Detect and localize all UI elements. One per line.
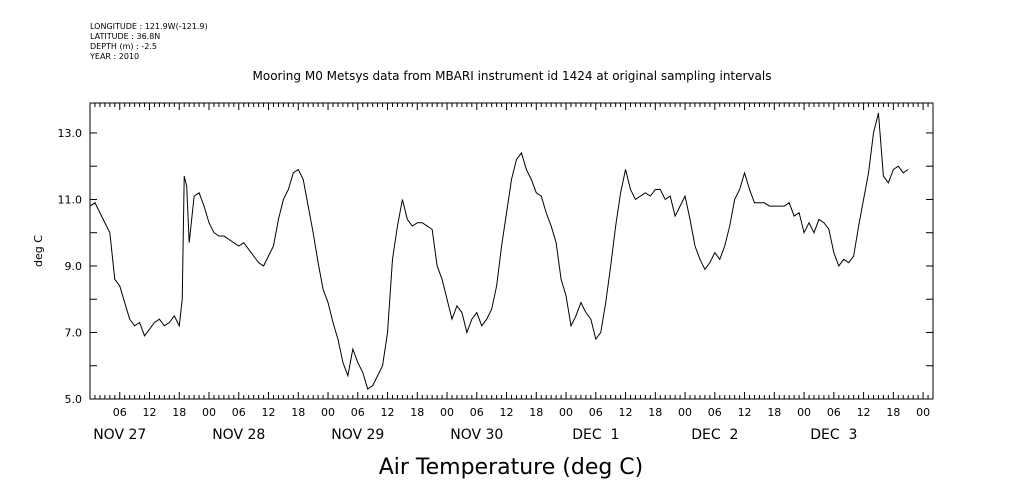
year-label: YEAR : 2010 xyxy=(90,52,140,61)
x-tick-label: 18 xyxy=(886,406,900,419)
x-tick-label: 18 xyxy=(767,406,781,419)
x-tick-label: 12 xyxy=(381,406,395,419)
y-axis-label: deg C xyxy=(32,235,45,267)
x-tick-label: 00 xyxy=(440,406,454,419)
x-tick-label: 12 xyxy=(857,406,871,419)
latitude-label: LATITUDE : 36.8N xyxy=(90,32,161,41)
x-axis-label: Air Temperature (deg C) xyxy=(379,455,644,480)
x-tick-label: 06 xyxy=(470,406,484,419)
y-tick-label: 9.0 xyxy=(65,260,83,273)
day-labels: NOV 27 NOV 28 NOV 29 NOV 30 DEC 1 DEC 2 DEC 3 xyxy=(93,427,857,443)
x-tick-label: 00 xyxy=(916,406,930,419)
y-tick-label: 11.0 xyxy=(58,193,83,206)
x-tick-label: 06 xyxy=(351,406,365,419)
y-tick-label: 5.0 xyxy=(65,393,83,406)
day-label: NOV 28 xyxy=(212,427,265,443)
x-tick-label: 12 xyxy=(619,406,633,419)
x-tick-label: 18 xyxy=(648,406,662,419)
axis-ticks xyxy=(89,103,934,400)
day-label: DEC 2 xyxy=(691,427,738,443)
longitude-label: LONGITUDE : 121.9W(-121.9) xyxy=(90,22,208,31)
x-tick-label: 06 xyxy=(708,406,722,419)
series-line xyxy=(89,112,909,390)
day-label: DEC 1 xyxy=(572,427,619,443)
plot-frame xyxy=(89,102,934,400)
x-tick-label: 00 xyxy=(678,406,692,419)
y-tick-label: 13.0 xyxy=(58,127,83,140)
x-tick-label: 18 xyxy=(529,406,543,419)
x-tick-label: 18 xyxy=(291,406,305,419)
chart-title: Mooring M0 Metsys data from MBARI instru… xyxy=(253,69,772,83)
day-label: DEC 3 xyxy=(810,427,857,443)
x-tick-label: 00 xyxy=(321,406,335,419)
x-tick-label: 18 xyxy=(410,406,424,419)
x-tick-label: 06 xyxy=(827,406,841,419)
day-label: NOV 27 xyxy=(93,427,146,443)
x-tick-label: 12 xyxy=(143,406,157,419)
x-tick-label: 12 xyxy=(738,406,752,419)
y-tick-label: 7.0 xyxy=(65,326,83,339)
x-tick-label: 18 xyxy=(172,406,186,419)
y-tick-labels: 5.0 7.0 9.0 11.0 13.0 xyxy=(58,127,83,406)
day-label: NOV 29 xyxy=(331,427,384,443)
metadata-block: LONGITUDE : 121.9W(-121.9) LATITUDE : 36… xyxy=(90,22,208,62)
x-tick-label: 00 xyxy=(202,406,216,419)
x-tick-label: 06 xyxy=(589,406,603,419)
x-tick-labels: 06 12 18 00 06 12 18 00 06 12 18 00 06 12 18 00 06 12 18 00… xyxy=(113,406,930,419)
x-tick-label: 12 xyxy=(262,406,276,419)
x-tick-label: 06 xyxy=(232,406,246,419)
x-tick-label: 06 xyxy=(113,406,127,419)
day-label: NOV 30 xyxy=(450,427,503,443)
x-tick-label: 12 xyxy=(500,406,514,419)
x-tick-label: 00 xyxy=(797,406,811,419)
x-tick-label: 00 xyxy=(559,406,573,419)
depth-label: DEPTH (m) : -2.5 xyxy=(90,42,157,51)
